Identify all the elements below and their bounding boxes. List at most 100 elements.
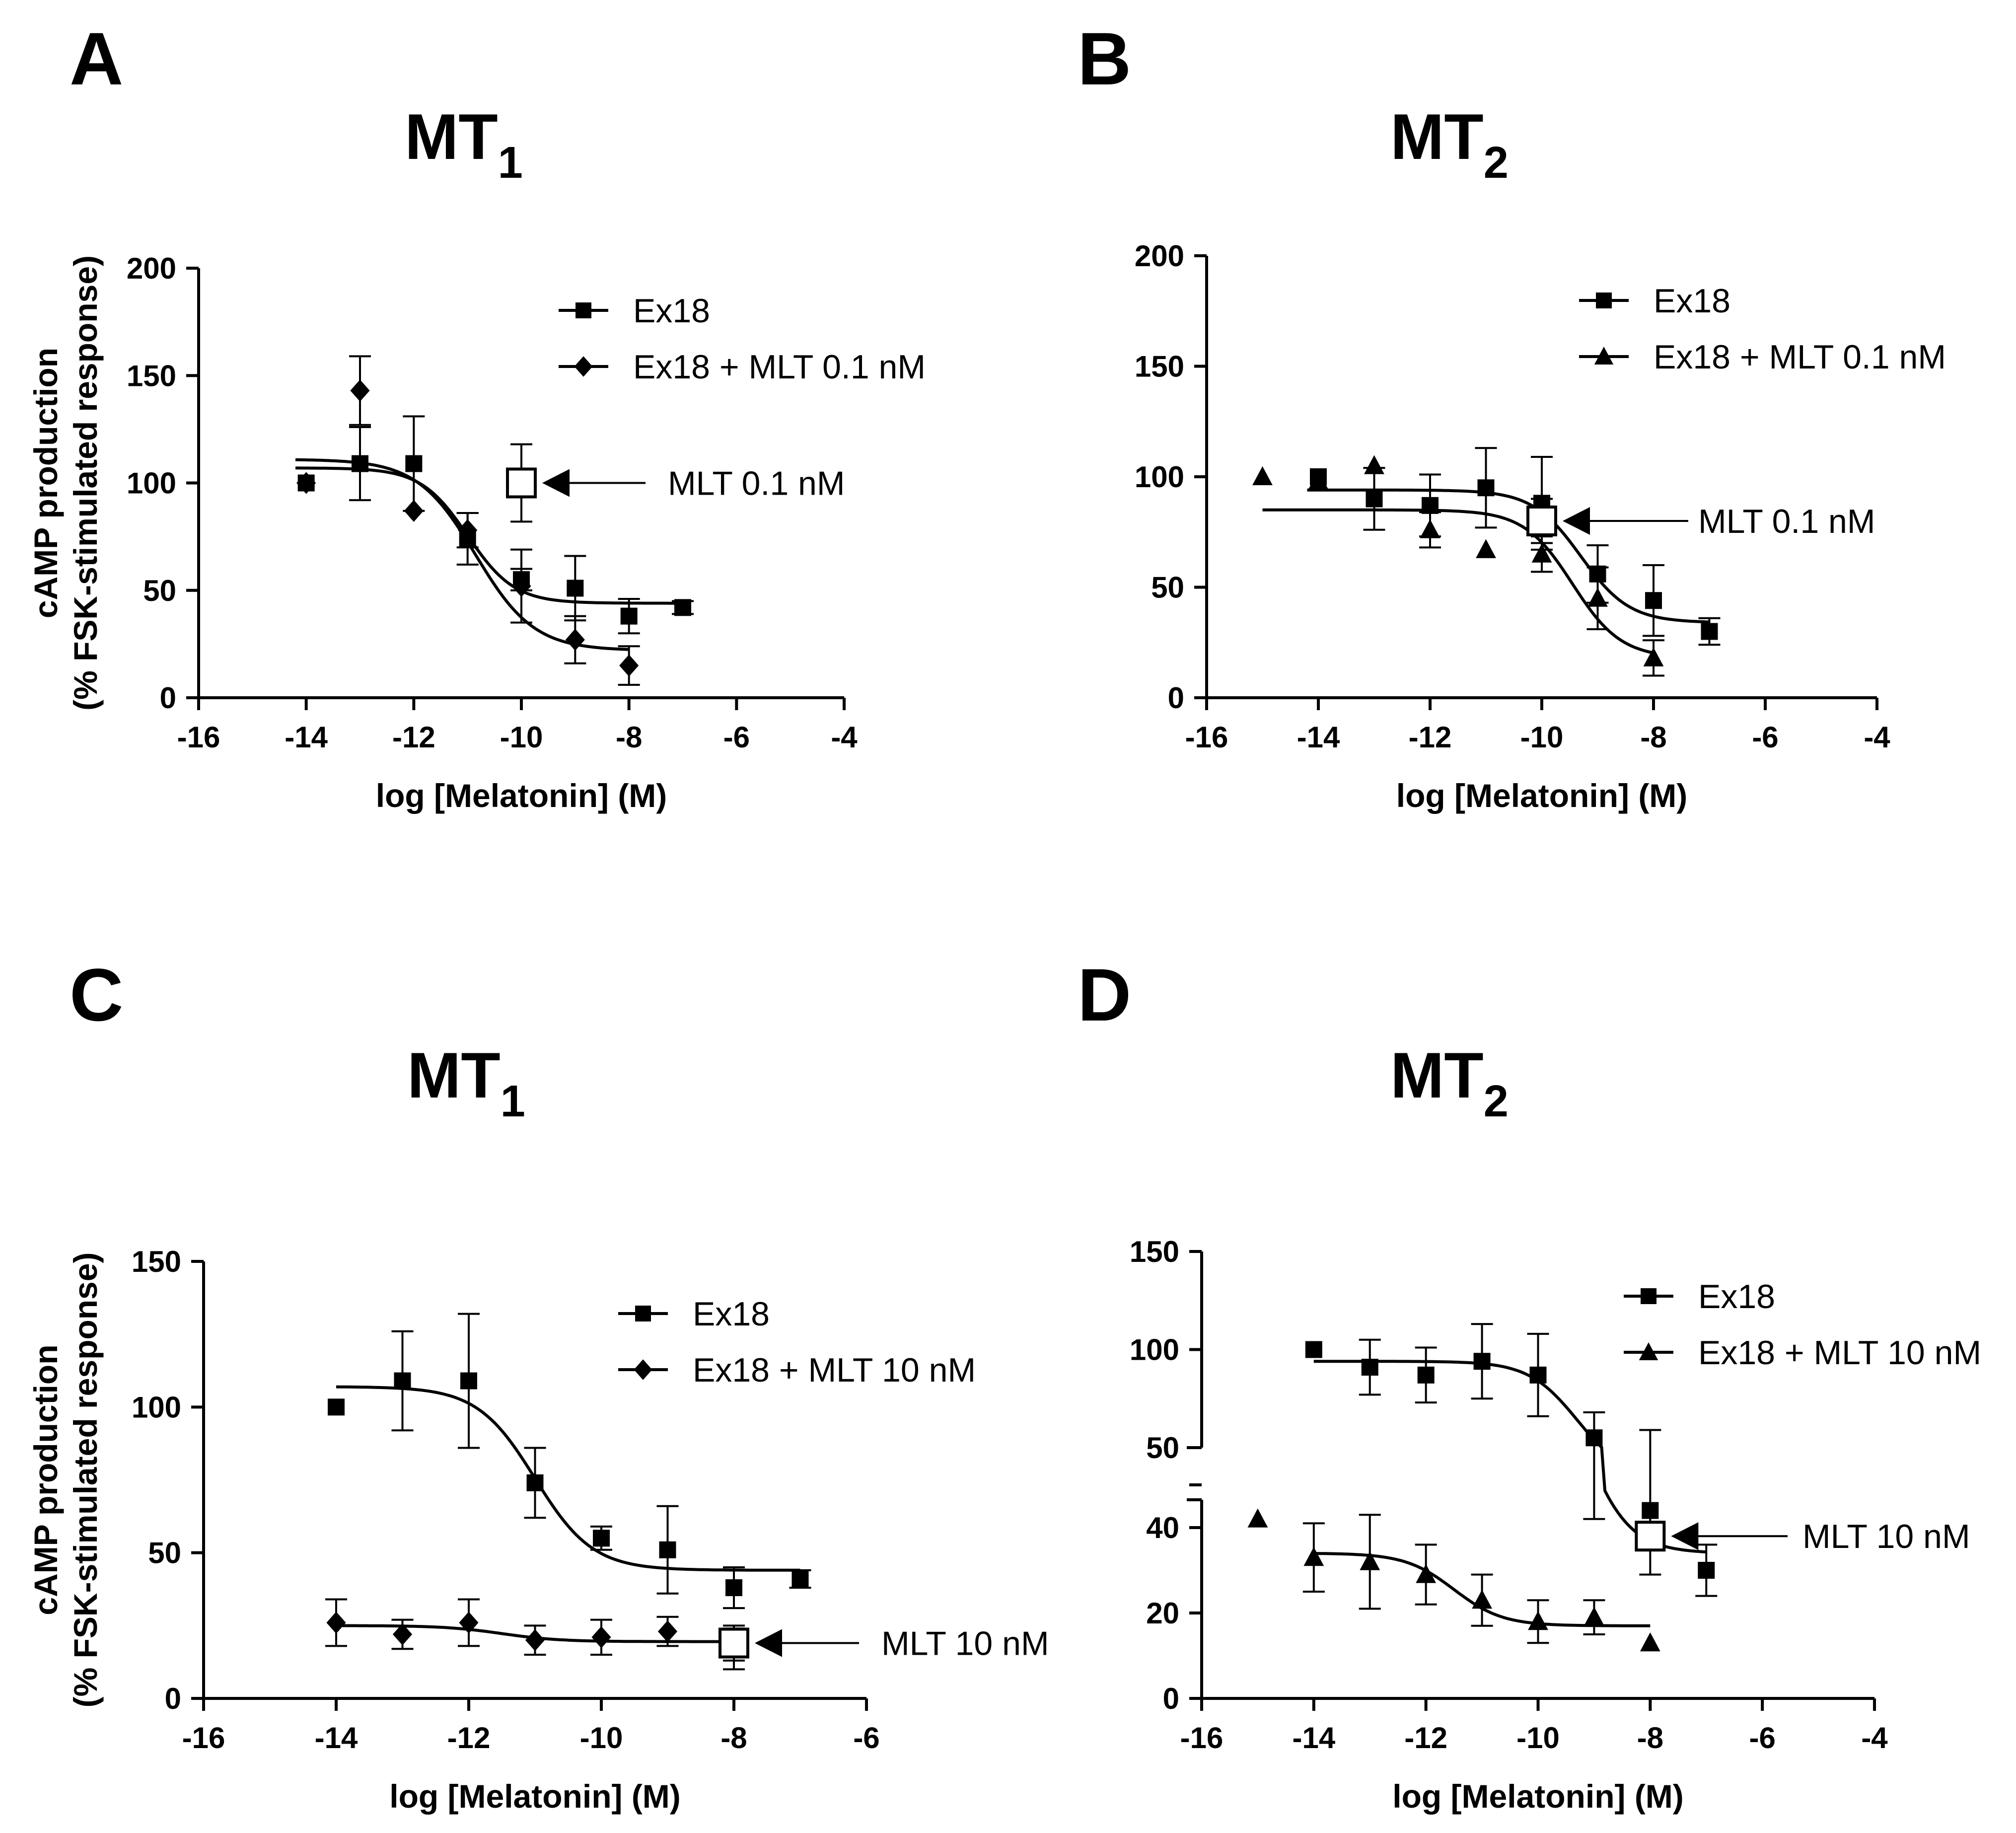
legend-marker: [1641, 1288, 1656, 1304]
legend-item: Ex18: [1579, 282, 1730, 320]
reference-marker: MLT 10 nM: [719, 1624, 1049, 1663]
legend-marker: [634, 1359, 652, 1380]
chart-title: MT2: [1390, 100, 1509, 188]
legend-label: Ex18 + MLT 10 nM: [693, 1351, 976, 1389]
y-tick-label: 0: [160, 681, 176, 715]
data-point: [458, 519, 478, 541]
legend-label: Ex18: [633, 292, 710, 330]
x-tick-label: -8: [720, 1721, 747, 1755]
arrow-head: [1563, 507, 1590, 535]
data-point: [405, 455, 423, 472]
chart-title-subscript: 1: [501, 1077, 525, 1126]
x-tick-label: -16: [182, 1721, 225, 1755]
reference-open-square: [506, 467, 537, 499]
y-tick-label: 50: [1151, 571, 1184, 604]
data-point: [1476, 539, 1496, 558]
y-tick-label: 50: [148, 1537, 181, 1570]
data-point: [1472, 1589, 1492, 1609]
data-point: [525, 1629, 545, 1651]
y-tick-label: 100: [1135, 460, 1184, 494]
data-point: [1420, 519, 1440, 538]
reference-open-square: [1526, 506, 1557, 536]
x-tick-label: -10: [1516, 1721, 1560, 1755]
legend-marker: [1596, 293, 1612, 308]
chart-title-subscript: 2: [1484, 1077, 1509, 1126]
y-tick-label: 150: [1130, 1235, 1179, 1268]
fit-curve: [295, 466, 683, 605]
data-point: [1416, 1564, 1437, 1583]
data-point: [394, 1372, 411, 1390]
chart-title-main: MT: [407, 1039, 501, 1111]
legend-item: Ex18 + MLT 10 nM: [618, 1351, 976, 1389]
data-point: [1642, 1502, 1659, 1519]
y-tick-label: 100: [132, 1391, 181, 1424]
y-axis-label: cAMP production(% FSK-stimulated respons…: [27, 1252, 104, 1708]
x-tick-label: -6: [723, 721, 750, 754]
data-point: [1305, 1341, 1322, 1358]
reference-open-square: [1635, 1521, 1666, 1552]
chart-title: MT1: [405, 100, 523, 188]
panel-label: B: [1078, 17, 1131, 100]
legend-label: Ex18 + MLT 0.1 nM: [633, 348, 926, 386]
reference-marker: MLT 0.1 nM: [1526, 498, 1875, 544]
data-point: [792, 1570, 809, 1588]
legend-label: Ex18 + MLT 10 nM: [1698, 1334, 1981, 1372]
y-tick-label: 0: [165, 1682, 181, 1715]
panel-label: A: [70, 17, 123, 100]
x-tick-label: -16: [1185, 721, 1228, 754]
legend-label: Ex18 + MLT 0.1 nM: [1654, 338, 1946, 376]
legend-marker: [1594, 347, 1614, 365]
data-point: [1477, 479, 1495, 497]
legend-marker: [635, 1306, 651, 1321]
chart-panel-C: C MT1 -16 -14 -12 -10 -8 -6 0 50 100 150 log [Melato…: [27, 953, 1049, 1815]
arrow-head: [1671, 1522, 1699, 1550]
reference-marker: MLT 0.1 nM: [506, 443, 845, 523]
x-tick-label: -10: [580, 1721, 623, 1755]
data-point: [296, 472, 316, 494]
legend-marker: [574, 356, 593, 377]
chart-panel-B: B MT2 -16 -14 -12 -10 -8 -6 -4 0 50 100 150 200 log [M…: [1078, 17, 1946, 814]
x-tick-label: -6: [1749, 1721, 1775, 1755]
legend-item: Ex18 + MLT 10 nM: [1624, 1334, 1981, 1372]
data-point: [1587, 587, 1608, 607]
data-point: [1361, 1359, 1378, 1376]
x-tick-label: -12: [1409, 721, 1452, 754]
data-point: [1640, 1632, 1660, 1652]
data-point: [326, 1612, 346, 1634]
y-tick-label: 200: [1135, 239, 1184, 273]
panel-label: D: [1078, 953, 1131, 1036]
data-point: [620, 607, 638, 625]
series-2: [295, 355, 640, 686]
legend-item: Ex18: [559, 292, 710, 330]
y-axis-label-line2: (% FSK-stimulated response): [67, 255, 104, 711]
arrow-head: [542, 469, 570, 497]
x-tick-label: -4: [1861, 1721, 1888, 1755]
data-point: [1417, 1366, 1435, 1384]
y-axis-label-line1: cAMP production: [27, 348, 64, 618]
chart-title: MT1: [407, 1039, 525, 1126]
arrow-head: [755, 1629, 782, 1657]
series-1: [328, 1313, 811, 1610]
legend-item: Ex18: [1624, 1278, 1775, 1316]
data-point: [392, 1623, 413, 1646]
data-point: [1303, 1546, 1324, 1566]
x-tick-label: -4: [1864, 721, 1890, 754]
series-2: [325, 1598, 745, 1671]
y-tick-label: 50: [143, 574, 176, 607]
x-tick-label: -12: [392, 721, 435, 754]
chart-panel-D: D MT2 -16 -14 -12 -10 -8 -6 -4 0 20 40 50 100 150 log […: [1078, 953, 1981, 1815]
chart-title-main: MT: [1390, 100, 1484, 173]
reference-open-square: [719, 1627, 749, 1659]
chart-title: MT2: [1390, 1039, 1509, 1126]
legend-label: Ex18: [1698, 1278, 1775, 1316]
y-tick-label: 40: [1146, 1511, 1179, 1544]
x-tick-label: -16: [1180, 1721, 1224, 1755]
data-point: [657, 1620, 678, 1643]
y-axis-label-line1: cAMP production: [27, 1344, 64, 1615]
y-tick-label: 100: [127, 467, 176, 500]
data-point: [1585, 1429, 1603, 1447]
data-point: [1531, 543, 1552, 563]
x-tick-label: -10: [1520, 721, 1564, 754]
y-tick-label: 150: [127, 359, 176, 392]
